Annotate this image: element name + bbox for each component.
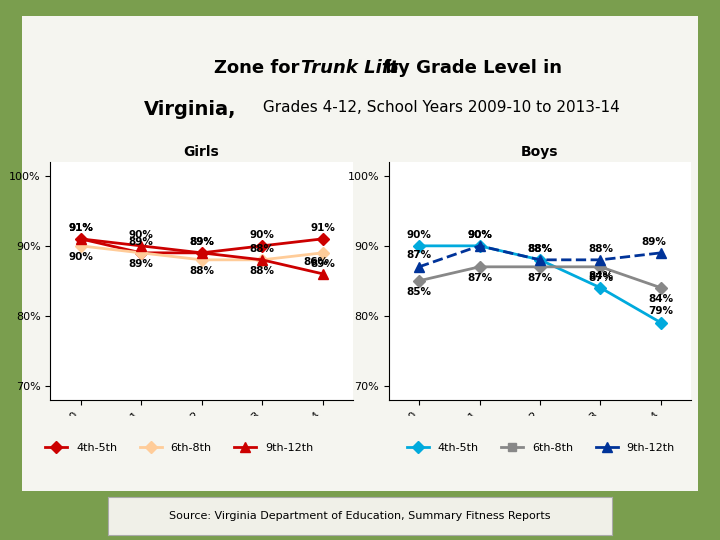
- Text: 89%: 89%: [642, 237, 667, 247]
- Text: 90%: 90%: [407, 230, 431, 240]
- Text: 84%: 84%: [588, 272, 613, 281]
- Text: 90%: 90%: [250, 230, 274, 240]
- Text: 87%: 87%: [528, 273, 552, 283]
- Text: 85%: 85%: [407, 287, 431, 296]
- Text: 87%: 87%: [467, 273, 492, 283]
- Text: Zone for: Zone for: [0, 539, 1, 540]
- Text: 90%: 90%: [68, 252, 93, 262]
- Text: 91%: 91%: [68, 222, 93, 233]
- Text: 88%: 88%: [189, 266, 214, 276]
- Text: 91%: 91%: [310, 222, 335, 233]
- Text: 88%: 88%: [250, 266, 274, 276]
- Title: Boys: Boys: [521, 145, 559, 159]
- Text: 91%: 91%: [68, 222, 93, 233]
- Text: 86%: 86%: [303, 258, 328, 267]
- Text: 89%: 89%: [310, 259, 335, 269]
- Text: 88%: 88%: [250, 244, 274, 253]
- Text: 90%: 90%: [467, 230, 492, 240]
- Text: 87%: 87%: [407, 251, 431, 260]
- Text: Trunk Lift: Trunk Lift: [301, 59, 398, 77]
- Text: Source: Virginia Department of Education, Summary Fitness Reports: Source: Virginia Department of Education…: [169, 511, 551, 521]
- Text: 88%: 88%: [588, 244, 613, 253]
- Text: Grades 4-12, School Years 2009-10 to 2013-14: Grades 4-12, School Years 2009-10 to 201…: [258, 100, 620, 115]
- Text: 88%: 88%: [528, 244, 552, 253]
- Text: 89%: 89%: [189, 237, 214, 247]
- Text: 87%: 87%: [588, 273, 613, 283]
- Text: Zone for: Zone for: [215, 59, 306, 77]
- Text: 79%: 79%: [649, 306, 673, 316]
- Text: 90%: 90%: [467, 230, 492, 240]
- Text: 90%: 90%: [129, 230, 153, 240]
- Title: Girls: Girls: [184, 145, 220, 159]
- Text: Percent of Students in the Healthy Fitness: Percent of Students in the Healthy Fitne…: [0, 539, 1, 540]
- Text: 89%: 89%: [129, 237, 153, 247]
- Text: Virginia,: Virginia,: [143, 100, 236, 119]
- Text: 84%: 84%: [649, 294, 673, 303]
- Text: by Grade Level in: by Grade Level in: [379, 59, 562, 77]
- Text: 89%: 89%: [189, 237, 214, 247]
- Text: 88%: 88%: [528, 244, 552, 253]
- Legend: 4th-5th, 6th-8th, 9th-12th: 4th-5th, 6th-8th, 9th-12th: [402, 439, 679, 457]
- Text: 89%: 89%: [129, 259, 153, 269]
